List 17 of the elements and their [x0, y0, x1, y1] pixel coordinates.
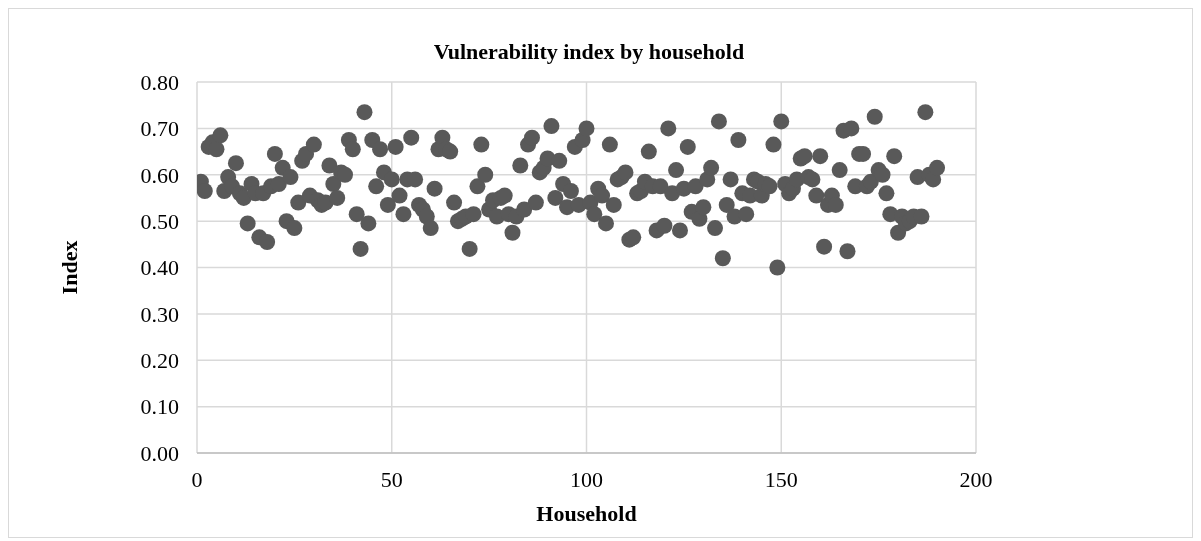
x-axis-title: Household: [536, 501, 637, 526]
y-tick-label: 0.00: [140, 440, 179, 466]
y-tick-label: 0.30: [140, 301, 179, 327]
chart-title: Vulnerability index by household: [432, 39, 746, 65]
y-tick-label: 0.40: [140, 255, 179, 281]
y-tick-label: 0.70: [140, 116, 179, 142]
y-tick-label: 0.50: [140, 208, 179, 234]
x-tick-label: 50: [380, 466, 403, 492]
x-tick-label: 150: [764, 466, 798, 492]
y-tick-label: 0.10: [140, 394, 179, 420]
y-tick-label: 0.20: [140, 348, 179, 374]
x-tick-label: 100: [570, 466, 603, 492]
y-tick-label: 0.60: [140, 162, 179, 188]
y-axis-title: Index: [56, 240, 82, 295]
x-tick-label: 200: [959, 466, 993, 492]
x-tick-label: 0: [191, 466, 203, 492]
y-tick-label: 0.80: [140, 69, 179, 95]
